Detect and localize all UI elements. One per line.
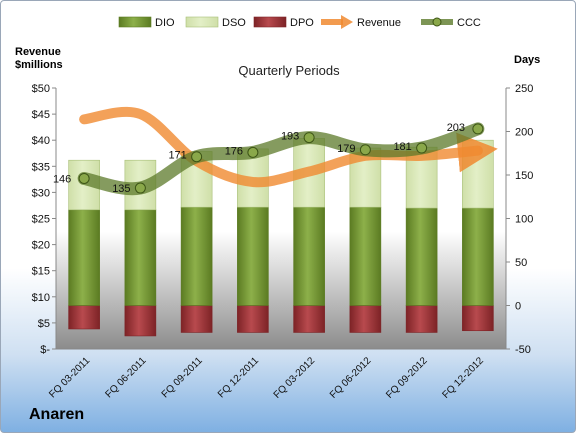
legend-label: Revenue [357, 17, 401, 29]
ccc-point [78, 172, 90, 184]
right-tick-label: 250 [515, 83, 533, 95]
dpo-bar [405, 305, 438, 333]
x-tick-label: FQ 03-2011 [47, 355, 92, 400]
legend: DIO DSO DPO Revenue CCC [118, 15, 481, 29]
ccc-point [247, 146, 259, 158]
x-tick-label: FQ 06-2012 [328, 355, 374, 401]
x-tick-label: FQ 12-2011 [216, 355, 261, 400]
dpo-bar [237, 305, 269, 333]
ccc-point [303, 132, 315, 144]
left-tick-label: $5 [38, 318, 50, 330]
right-tick-label: 0 [515, 301, 521, 313]
legend-label: DSO [222, 17, 246, 29]
right-tick-label: 150 [515, 170, 533, 182]
right-tick-label: 100 [515, 214, 533, 226]
dio-bar [349, 206, 382, 306]
plot-area [56, 88, 506, 349]
right-axis-title: Days [514, 54, 541, 66]
ccc-data-label: 146 [53, 173, 71, 185]
dpo-bar [462, 305, 494, 332]
right-tick-label: 50 [515, 257, 527, 269]
left-tick-label: $30 [32, 187, 50, 199]
chart-title: Quarterly Periods [238, 63, 340, 78]
legend-swatch [185, 16, 219, 28]
left-tick-label: $40 [32, 135, 50, 147]
dpo-bar [180, 305, 213, 333]
x-tick-label: FQ 09-2011 [160, 355, 205, 400]
ccc-data-label: 203 [447, 122, 465, 134]
legend-swatch [118, 16, 152, 28]
ccc-point [134, 182, 146, 194]
ccc-point [359, 144, 371, 156]
dpo-bar [349, 305, 382, 333]
left-axis-title-line2: $millions [15, 59, 63, 71]
ccc-point [472, 123, 484, 135]
ccc-data-label: 181 [393, 141, 411, 153]
legend-label: CCC [457, 17, 481, 29]
ccc-data-label: 171 [168, 150, 186, 162]
dpo-bar [124, 305, 157, 337]
ccc-point [416, 142, 428, 154]
left-tick-label: $20 [32, 240, 50, 252]
left-tick-label: $35 [32, 161, 50, 173]
left-tick-label: $10 [32, 292, 50, 304]
left-tick-label: $25 [32, 214, 50, 226]
dio-bar [405, 207, 438, 306]
x-tick-label: FQ 09-2012 [384, 355, 430, 401]
dio-bar [180, 206, 213, 306]
ccc-data-label: 176 [225, 145, 243, 157]
ccc-point [191, 151, 203, 163]
ccc-data-label: 135 [112, 183, 130, 195]
ccc-data-label: 193 [281, 131, 299, 143]
dpo-bar [293, 305, 325, 333]
dio-bar [124, 209, 157, 306]
legend-swatch [253, 16, 287, 28]
dio-bar [68, 209, 100, 306]
company-name: Anaren [29, 406, 85, 423]
legend-label: DPO [290, 17, 314, 29]
x-tick-label: FQ 03-2012 [272, 355, 318, 401]
left-axis-title-line1: Revenue [15, 46, 61, 58]
dpo-bar [68, 305, 100, 330]
right-tick-label: -50 [515, 344, 531, 356]
left-tick-label: $15 [32, 266, 50, 278]
ccc-data-label: 179 [337, 143, 355, 155]
legend-ccc-marker [432, 17, 442, 27]
left-tick-label: $- [40, 344, 50, 356]
dio-bar [462, 207, 494, 306]
left-axis-title: Revenue $millions [15, 46, 63, 72]
right-tick-label: 200 [515, 127, 533, 139]
legend-revenue-arrow [341, 15, 353, 29]
legend-label: DIO [155, 17, 175, 29]
x-tick-label: FQ 06-2011 [104, 355, 149, 400]
x-tick-label: FQ 12-2012 [440, 355, 486, 401]
left-tick-label: $50 [32, 83, 50, 95]
dio-bar [293, 206, 325, 306]
dio-bar [237, 206, 269, 306]
left-tick-label: $45 [32, 109, 50, 121]
revenue-line [79, 106, 498, 188]
